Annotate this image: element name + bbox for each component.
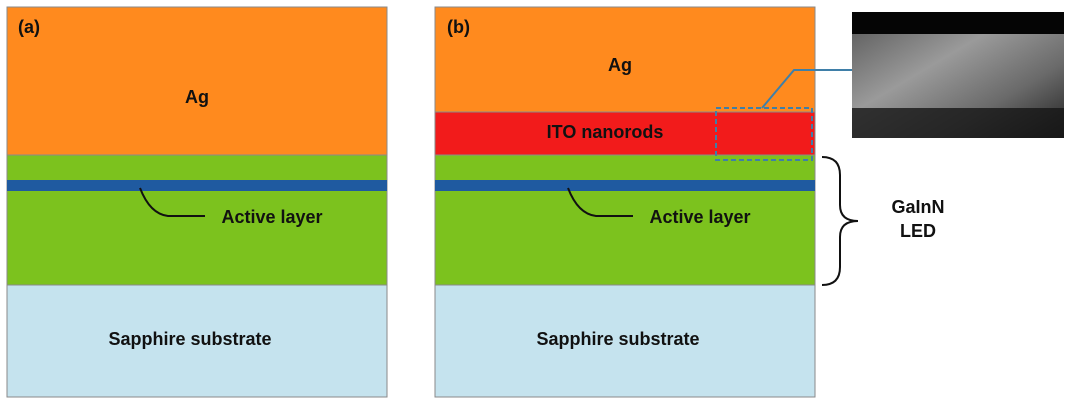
gan-layer xyxy=(7,155,387,285)
brace xyxy=(822,157,858,285)
active-label: Active layer xyxy=(649,207,750,227)
active-label: Active layer xyxy=(221,207,322,227)
active-layer xyxy=(7,180,387,191)
panel-label: (a) xyxy=(18,17,40,37)
active-layer xyxy=(435,180,815,191)
ito-label: ITO nanorods xyxy=(547,122,664,142)
sem-image-top xyxy=(852,12,1064,34)
sem-image-bottom xyxy=(852,108,1064,138)
panel-label: (b) xyxy=(447,17,470,37)
substrate-label: Sapphire substrate xyxy=(108,329,271,349)
panel-a: (a) Ag Active layer Sapphire substrate xyxy=(7,7,387,397)
gan-layer xyxy=(435,155,815,285)
substrate-label: Sapphire substrate xyxy=(536,329,699,349)
ag-layer xyxy=(7,7,387,155)
annotation-line: LED xyxy=(900,221,936,241)
diagram: (a) Ag Active layer Sapphire substrate (… xyxy=(0,0,1068,400)
ag-label: Ag xyxy=(608,55,632,75)
ag-label: Ag xyxy=(185,87,209,107)
panel-b: (b) Ag ITO nanorods Active layer Sapphir… xyxy=(435,7,852,397)
annotation-line: GaInN xyxy=(891,197,944,217)
